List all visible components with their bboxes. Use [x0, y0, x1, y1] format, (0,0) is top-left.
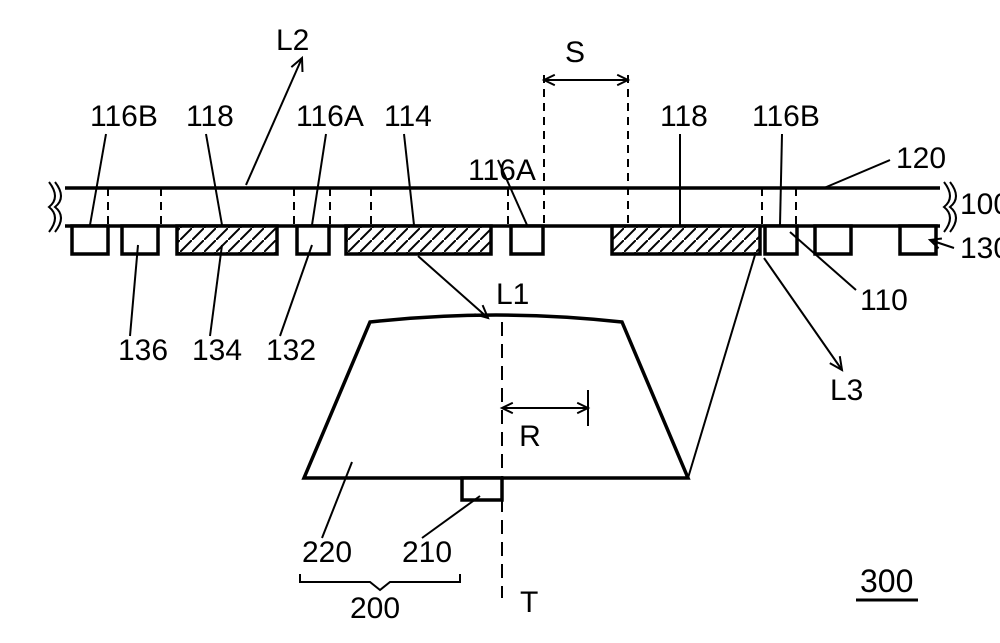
hatched-h1 [177, 226, 277, 254]
hatched-h2 [346, 226, 491, 254]
svg-text:118: 118 [186, 100, 234, 133]
svg-text:116A: 116A [468, 154, 536, 187]
ref-116B [90, 134, 106, 225]
svg-text:100: 100 [960, 188, 1000, 221]
ref-120 [824, 160, 890, 188]
svg-text:L2: L2 [276, 24, 309, 57]
svg-text:S: S [565, 36, 585, 69]
svg-text:116B: 116B [90, 100, 158, 133]
ref-134 [210, 245, 222, 336]
section-dashes [108, 75, 796, 226]
svg-text:118: 118 [660, 100, 708, 133]
svg-text:134: 134 [192, 334, 242, 367]
svg-text:R: R [519, 420, 541, 453]
ref-118 [206, 134, 222, 225]
svg-text:116B: 116B [752, 100, 820, 133]
lens-assembly [304, 255, 755, 500]
pad-b3 [297, 226, 329, 254]
pad-b4 [511, 226, 543, 254]
ref-116A [312, 134, 326, 225]
svg-text:114: 114 [384, 100, 432, 133]
svg-text:130: 130 [960, 232, 1000, 265]
pad-b2 [122, 226, 158, 254]
pad-b5 [765, 226, 797, 254]
pad-b6 [815, 226, 851, 254]
hatched-pads [177, 226, 760, 254]
svg-text:120: 120 [896, 142, 946, 175]
svg-text:110: 110 [860, 284, 908, 317]
ref-114 [404, 134, 414, 225]
hatched-h3 [612, 226, 760, 254]
ref-210 [422, 496, 480, 538]
pad-b1 [72, 226, 108, 254]
svg-text:220: 220 [302, 536, 352, 569]
svg-text:210: 210 [402, 536, 452, 569]
ref-200 [300, 574, 460, 590]
svg-text:132: 132 [266, 334, 316, 367]
svg-text:136: 136 [118, 334, 168, 367]
svg-text:200: 200 [350, 592, 400, 625]
svg-text:L3: L3 [830, 374, 863, 407]
arrow-L1 [418, 256, 488, 318]
arrow-L2 [246, 58, 302, 185]
svg-text:300: 300 [860, 563, 913, 599]
ref-136 [130, 245, 138, 336]
svg-text:L1: L1 [496, 278, 529, 311]
svg-text:116A: 116A [296, 100, 364, 133]
ref-132 [280, 245, 312, 336]
ref-116B [780, 134, 782, 225]
arrow-L3 [764, 258, 842, 370]
svg-text:T: T [520, 586, 538, 619]
dim-S [544, 75, 628, 85]
